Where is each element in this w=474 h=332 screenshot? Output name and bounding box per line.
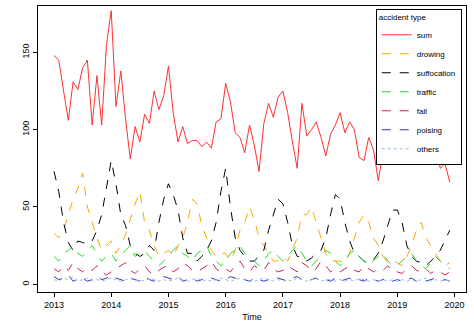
svg-text:poising: poising	[417, 126, 442, 135]
svg-text:Time: Time	[242, 312, 262, 322]
svg-text:2014: 2014	[101, 300, 121, 310]
svg-text:2015: 2015	[158, 300, 178, 310]
svg-text:fall: fall	[417, 107, 427, 116]
svg-text:50: 50	[21, 201, 31, 211]
svg-text:2016: 2016	[216, 300, 236, 310]
svg-text:traffic: traffic	[417, 88, 436, 97]
svg-text:150: 150	[21, 44, 31, 59]
svg-text:suffocation: suffocation	[417, 69, 456, 78]
svg-text:2018: 2018	[330, 300, 350, 310]
svg-text:0: 0	[21, 280, 31, 285]
svg-text:drowing: drowing	[417, 50, 445, 59]
svg-text:others: others	[417, 145, 439, 154]
svg-text:accident type: accident type	[379, 13, 427, 22]
svg-text:2017: 2017	[273, 300, 293, 310]
svg-text:2019: 2019	[387, 300, 407, 310]
svg-text:sum: sum	[417, 31, 432, 40]
svg-text:2020: 2020	[445, 300, 465, 310]
svg-text:100: 100	[21, 121, 31, 136]
svg-text:2013: 2013	[44, 300, 64, 310]
